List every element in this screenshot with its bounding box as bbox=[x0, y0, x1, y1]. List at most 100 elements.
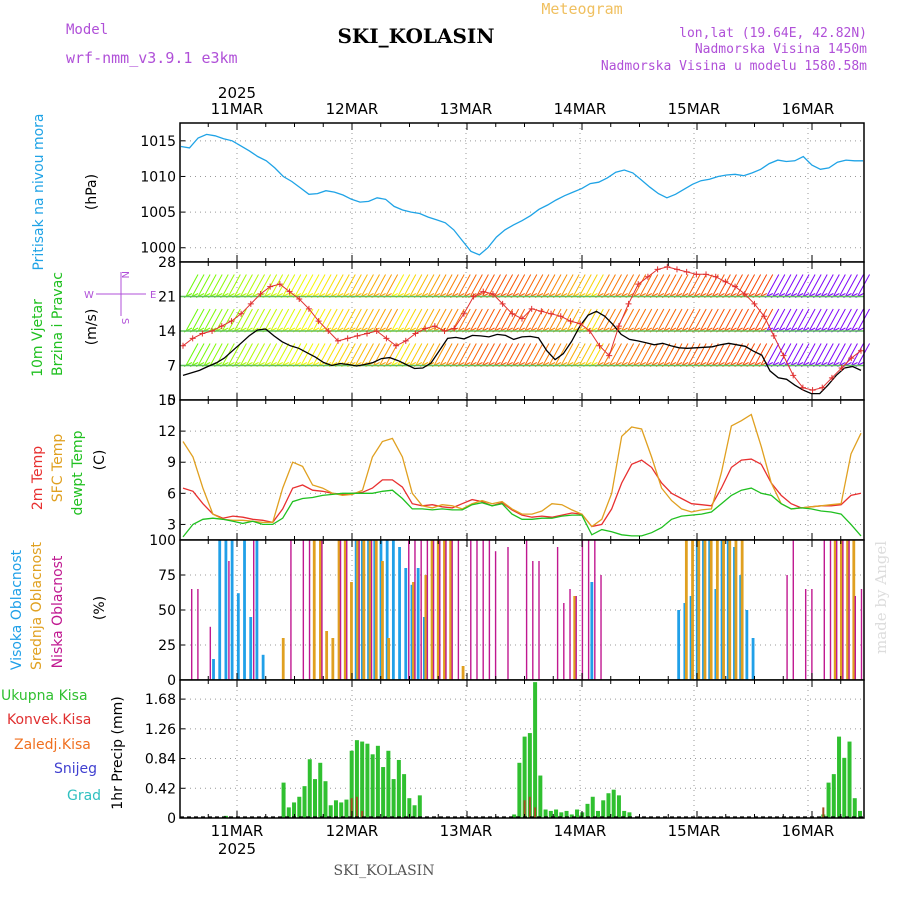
gust-marker bbox=[780, 352, 787, 359]
cloud-bar bbox=[445, 540, 447, 680]
wind-barb bbox=[336, 343, 350, 366]
dewpt-ylabel: dewpt Temp bbox=[70, 430, 86, 515]
cloud-bar bbox=[302, 540, 305, 680]
gust-marker bbox=[790, 372, 797, 379]
pressure-ylabel: Pritisak na nivou mora bbox=[31, 113, 47, 270]
gust-marker bbox=[654, 266, 661, 273]
pressure-ytick-label: 1005 bbox=[140, 205, 176, 221]
top-day-label: 12MAR bbox=[326, 100, 379, 118]
precip-total-bar bbox=[360, 741, 365, 818]
wind-barb bbox=[693, 274, 707, 297]
wind-barb bbox=[730, 343, 743, 366]
bottom-day-label: 14MAR bbox=[554, 822, 607, 840]
clouds-panel: 0 25 50 75 100 bbox=[149, 533, 865, 689]
wind-barb bbox=[306, 274, 320, 297]
wind-barb bbox=[554, 274, 568, 297]
wind-barb bbox=[409, 343, 423, 366]
wind-barb bbox=[197, 274, 211, 297]
cloud-bar bbox=[412, 582, 415, 680]
wind-barb bbox=[802, 308, 816, 332]
gust-marker bbox=[548, 310, 555, 317]
precip-total-bar bbox=[402, 774, 407, 818]
wind-barb bbox=[451, 343, 465, 366]
wind-barb bbox=[403, 308, 417, 332]
bottom-day-label: 12MAR bbox=[326, 822, 379, 840]
wind-barb bbox=[808, 274, 822, 297]
wind-barb bbox=[832, 343, 846, 366]
precip-total-bar bbox=[386, 750, 391, 818]
gust-marker bbox=[693, 271, 700, 278]
wind-barb bbox=[439, 274, 453, 297]
wind-barb bbox=[772, 274, 786, 297]
precip-total-bar bbox=[286, 807, 291, 818]
wind-barb bbox=[566, 274, 580, 297]
wind-barb bbox=[240, 274, 253, 297]
wind-barb bbox=[724, 274, 737, 297]
gust-marker bbox=[770, 332, 777, 339]
wind-barb bbox=[361, 308, 374, 332]
precip-total-bar bbox=[281, 782, 286, 818]
gust-marker bbox=[722, 278, 729, 285]
wind-barb bbox=[724, 343, 737, 366]
wind-barb bbox=[705, 274, 719, 297]
wind-barb bbox=[530, 308, 544, 332]
cloud-bar bbox=[811, 589, 813, 680]
precip-conv-bar bbox=[350, 798, 353, 818]
wind-barb bbox=[633, 308, 647, 332]
precip-total-bar bbox=[333, 800, 338, 818]
cloud-bar bbox=[191, 589, 193, 680]
wind-barb bbox=[820, 274, 834, 297]
wind-barb bbox=[657, 308, 671, 332]
cloud-bar bbox=[714, 589, 718, 680]
precip-total-bar bbox=[852, 798, 857, 818]
wind-barb bbox=[240, 308, 253, 332]
wind-barb bbox=[348, 308, 362, 332]
wind-barb bbox=[288, 343, 302, 366]
wind-barb bbox=[264, 343, 278, 366]
legend-frz-rain: Zaledj.Kisa bbox=[14, 737, 91, 753]
cloud-bar bbox=[695, 540, 699, 680]
gust-marker bbox=[286, 288, 293, 295]
top-day-label: 14MAR bbox=[554, 100, 607, 118]
cloud-bar bbox=[337, 540, 341, 680]
wind-barb bbox=[603, 308, 616, 332]
cloud-bar bbox=[430, 540, 434, 680]
precip-total-bar bbox=[391, 779, 396, 818]
credit-label: made by Angel bbox=[872, 541, 890, 654]
cloud-bar bbox=[476, 540, 478, 680]
cloud-bar bbox=[339, 540, 342, 680]
2m-temp-line bbox=[182, 458, 862, 528]
gust-marker bbox=[228, 318, 235, 325]
precip-total-bar bbox=[616, 795, 621, 818]
gust-marker bbox=[344, 335, 351, 342]
cloud-bar bbox=[507, 547, 509, 680]
wind-barb bbox=[457, 308, 471, 332]
cloud-bar bbox=[449, 540, 453, 680]
wind-barb bbox=[415, 274, 429, 297]
cloud-bar bbox=[697, 540, 701, 680]
temp-ylabels: 2m Temp SFC Temp dewpt Temp bbox=[30, 430, 86, 515]
gust-marker bbox=[828, 374, 835, 381]
wind-barb bbox=[233, 308, 247, 332]
wind-barb bbox=[790, 343, 804, 366]
wind-barb bbox=[645, 308, 659, 332]
cloud-bar bbox=[443, 540, 446, 680]
precip-total-bar bbox=[543, 809, 548, 818]
precip-total-bar bbox=[292, 802, 297, 818]
wind-barb bbox=[258, 308, 272, 332]
wind-barb bbox=[754, 308, 768, 332]
wind-barb bbox=[536, 343, 550, 366]
wind-barb bbox=[766, 274, 780, 297]
wind-barb bbox=[475, 308, 489, 332]
gust-marker bbox=[615, 323, 622, 330]
precip-ytick-label: 0.42 bbox=[145, 781, 176, 797]
wind-barb bbox=[663, 308, 677, 332]
precip-total-bar bbox=[527, 733, 532, 818]
wind-unit: (m/s) bbox=[84, 309, 100, 346]
cloud-bar bbox=[792, 540, 794, 680]
precip-total-bar bbox=[349, 750, 354, 818]
wind-barb bbox=[796, 308, 810, 332]
gust-marker bbox=[315, 318, 322, 325]
wind-barb bbox=[681, 343, 695, 366]
wind-barb bbox=[796, 274, 810, 297]
